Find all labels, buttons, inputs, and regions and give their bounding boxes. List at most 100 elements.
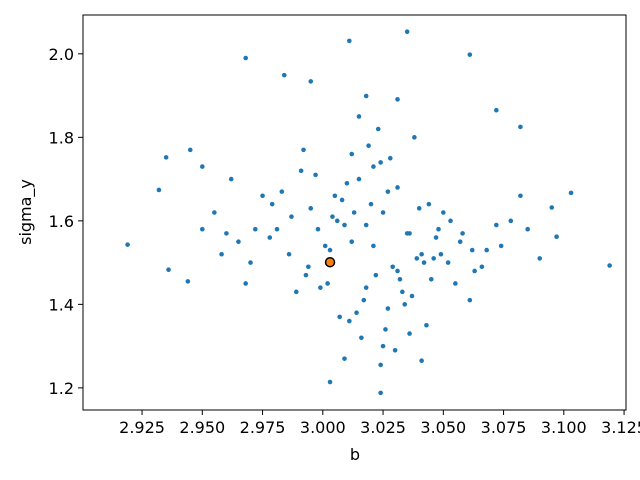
point xyxy=(445,260,451,265)
point xyxy=(549,205,555,210)
point xyxy=(424,322,429,328)
point xyxy=(436,226,441,232)
point xyxy=(409,293,415,299)
point xyxy=(349,151,355,157)
point xyxy=(281,72,287,78)
point xyxy=(363,285,369,290)
y-tick-label: 1.6 xyxy=(49,212,74,231)
point xyxy=(351,210,357,215)
point xyxy=(383,327,388,332)
point xyxy=(330,214,335,219)
y-tick-label: 1.2 xyxy=(49,379,74,398)
point xyxy=(380,343,386,349)
point xyxy=(568,190,574,196)
point xyxy=(421,260,427,265)
point xyxy=(467,52,473,57)
point xyxy=(363,222,369,228)
point xyxy=(428,277,434,282)
plot-frame xyxy=(82,14,627,411)
point xyxy=(308,79,314,84)
point xyxy=(248,260,253,265)
point xyxy=(356,114,362,119)
point xyxy=(212,210,217,215)
point xyxy=(378,160,383,165)
point xyxy=(243,55,248,61)
point xyxy=(467,297,473,303)
point xyxy=(339,197,345,203)
point xyxy=(390,264,396,270)
point xyxy=(448,218,453,224)
point xyxy=(378,390,383,396)
point xyxy=(349,239,355,245)
point xyxy=(125,242,130,247)
point xyxy=(453,281,458,286)
point xyxy=(508,218,514,224)
point xyxy=(219,251,224,257)
point xyxy=(426,201,432,207)
point xyxy=(347,38,352,44)
point xyxy=(607,263,612,268)
point xyxy=(385,189,391,194)
point xyxy=(253,226,258,232)
point xyxy=(400,289,405,295)
x-axis-label: b xyxy=(350,445,360,464)
point xyxy=(301,147,306,153)
point xyxy=(518,193,523,199)
point xyxy=(402,302,408,307)
point xyxy=(457,239,463,245)
point xyxy=(344,180,350,186)
point xyxy=(334,218,340,224)
point xyxy=(279,189,285,194)
point xyxy=(363,93,369,99)
point xyxy=(404,231,410,236)
point xyxy=(166,267,171,273)
point xyxy=(359,335,364,341)
point xyxy=(375,126,381,132)
point xyxy=(308,206,314,211)
point xyxy=(200,226,205,232)
point xyxy=(236,239,241,245)
point xyxy=(269,201,275,207)
point xyxy=(318,285,323,290)
point xyxy=(373,272,379,278)
point xyxy=(371,164,376,169)
point xyxy=(289,214,294,219)
point xyxy=(200,164,205,169)
point xyxy=(479,264,485,270)
y-axis-label: sigma_y xyxy=(16,179,36,245)
point xyxy=(395,97,400,102)
point xyxy=(392,347,398,353)
point xyxy=(380,210,386,215)
point xyxy=(484,247,489,253)
x-tick-label: 3.125 xyxy=(601,418,640,437)
x-tick-label: 3.075 xyxy=(481,418,527,437)
point xyxy=(337,314,342,320)
point xyxy=(187,147,193,153)
x-tick-label: 3.000 xyxy=(300,418,346,437)
point xyxy=(537,256,543,261)
y-tick-label: 2.0 xyxy=(49,45,74,64)
point xyxy=(441,210,446,215)
point xyxy=(554,234,559,240)
point xyxy=(332,193,338,199)
point xyxy=(267,235,273,240)
point xyxy=(322,243,328,249)
point xyxy=(224,231,229,236)
point xyxy=(438,251,444,257)
x-tick-label: 3.025 xyxy=(360,418,406,437)
point xyxy=(354,310,359,316)
point xyxy=(419,251,424,257)
point xyxy=(460,231,465,236)
point xyxy=(185,279,191,284)
point xyxy=(407,331,412,336)
point xyxy=(293,289,299,295)
point xyxy=(325,281,330,286)
point xyxy=(431,256,436,261)
point xyxy=(494,222,499,228)
point xyxy=(361,297,367,303)
point xyxy=(298,168,304,174)
x-tick-label: 2.950 xyxy=(179,418,225,437)
y-tick-label: 1.4 xyxy=(49,295,74,314)
